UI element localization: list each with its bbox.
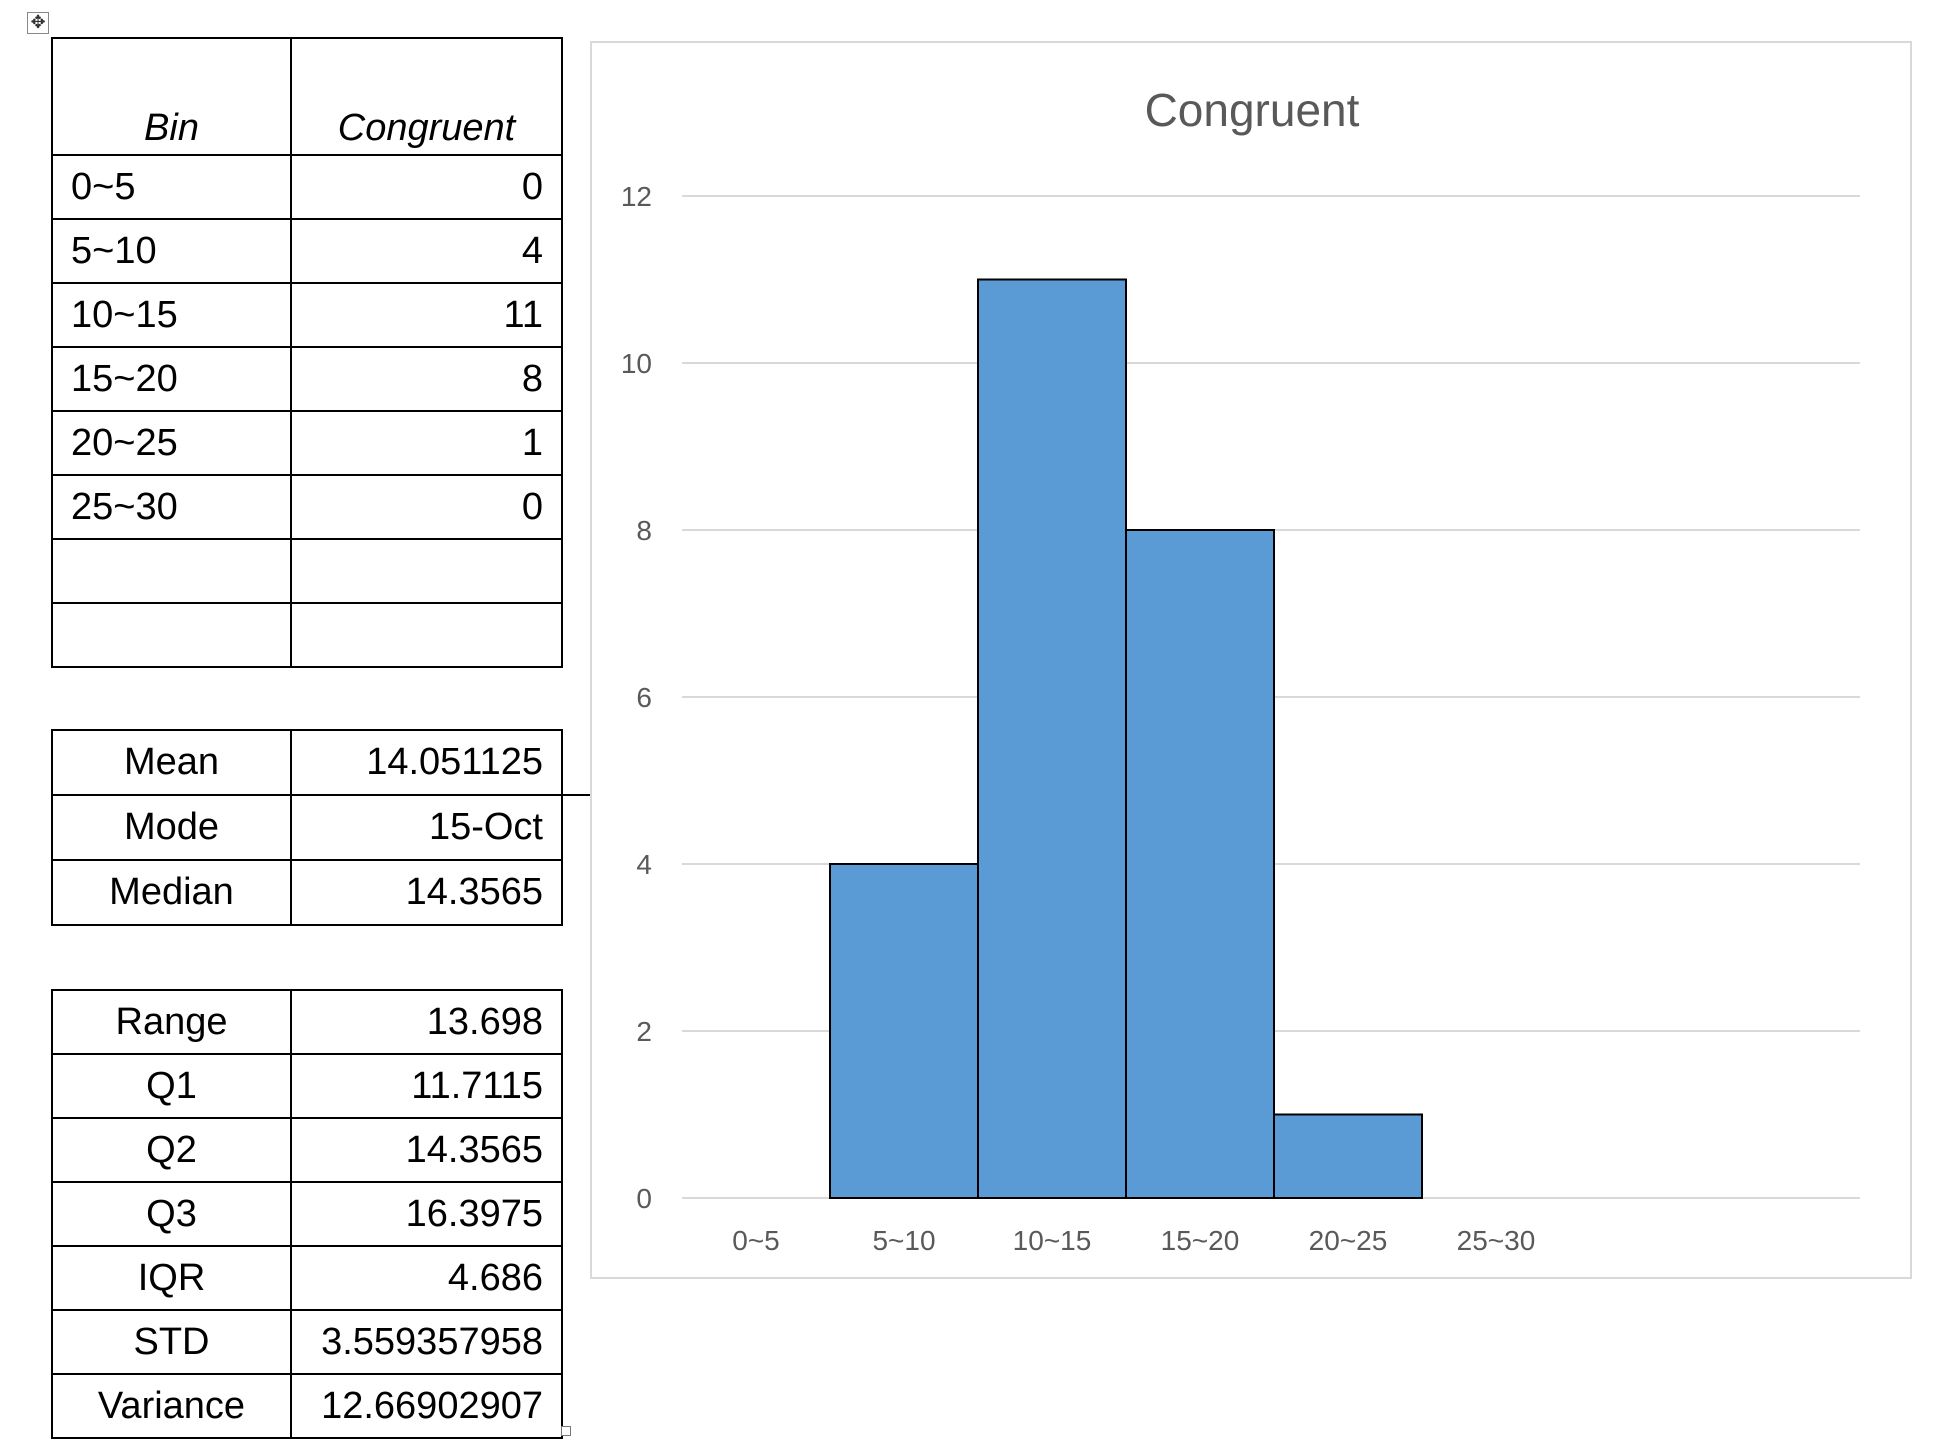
y-tick-label: 2 (636, 1016, 652, 1047)
empty-cell (290, 602, 563, 668)
x-tick-label: 15~20 (1161, 1225, 1240, 1256)
bin-cell: 10~15 (51, 282, 292, 348)
bin-cell: 0~5 (51, 154, 292, 220)
bin-cell: 25~30 (51, 474, 292, 540)
bin-cell: 5~10 (51, 218, 292, 284)
count-cell: 8 (290, 346, 563, 412)
spread-table: Range 13.698 Q1 11.7115 Q2 14.3565 Q3 16… (51, 989, 563, 1439)
table-row (51, 538, 563, 604)
chart-canvas: Congruent 0 2 4 6 8 10 12 0~5 5~10 10~15 15~20 20~… (621, 84, 1860, 1256)
x-tick-label: 0~5 (732, 1225, 780, 1256)
count-cell: 0 (290, 154, 563, 220)
histogram-bar[interactable] (1273, 1113, 1423, 1199)
histogram-chart[interactable]: Congruent 0 2 4 6 8 10 12 0~5 5~10 10~15 15~20 20~… (590, 41, 1912, 1279)
x-tick-label: 25~30 (1457, 1225, 1536, 1256)
bars (829, 278, 1423, 1199)
table-row (51, 602, 563, 668)
y-tick-label: 8 (636, 515, 652, 546)
stat-label: STD (51, 1309, 292, 1375)
table-row: Q2 14.3565 (51, 1117, 563, 1183)
bin-cell: 15~20 (51, 346, 292, 412)
table-row: 5~10 4 (51, 218, 563, 284)
table-row: Q1 11.7115 (51, 1053, 563, 1119)
table-row: 15~20 8 (51, 346, 563, 412)
y-tick-label: 6 (636, 682, 652, 713)
central-tendency-table: Mean 14.051125 Mode 15-Oct Median 14.356… (51, 729, 563, 926)
connector-line (561, 794, 591, 796)
table-row: 25~30 0 (51, 474, 563, 540)
stat-label: Range (51, 989, 292, 1055)
stat-value: 14.051125 (290, 729, 563, 796)
stat-label: Median (51, 859, 292, 926)
stat-value: 4.686 (290, 1245, 563, 1311)
y-tick-label: 4 (636, 849, 652, 880)
histogram-bar[interactable] (829, 863, 979, 1199)
stat-label: Q2 (51, 1117, 292, 1183)
stat-value: 3.559357958 (290, 1309, 563, 1375)
x-tick-label: 5~10 (872, 1225, 935, 1256)
histogram-bar[interactable] (1125, 529, 1275, 1199)
table-row: 0~5 0 (51, 154, 563, 220)
stat-label: IQR (51, 1245, 292, 1311)
y-tick-label: 10 (621, 348, 652, 379)
stat-value: 12.66902907 (290, 1373, 563, 1439)
x-tick-label: 20~25 (1309, 1225, 1388, 1256)
table-row: Variance 12.66902907 (51, 1373, 563, 1439)
table-row: STD 3.559357958 (51, 1309, 563, 1375)
table-row: 20~25 1 (51, 410, 563, 476)
stat-value: 16.3975 (290, 1181, 563, 1247)
table-header-row: Bin Congruent (51, 37, 563, 156)
empty-cell (290, 538, 563, 604)
x-axis-ticks: 0~5 5~10 10~15 15~20 20~25 25~30 (732, 1225, 1535, 1256)
table-row: Median 14.3565 (51, 859, 563, 926)
y-tick-label: 0 (636, 1183, 652, 1214)
table-resize-handle-icon[interactable] (561, 1426, 571, 1436)
stat-label: Mean (51, 729, 292, 796)
x-tick-label: 10~15 (1013, 1225, 1092, 1256)
stat-label: Q3 (51, 1181, 292, 1247)
table-row: Q3 16.3975 (51, 1181, 563, 1247)
header-congruent: Congruent (290, 37, 563, 156)
y-axis-ticks: 0 2 4 6 8 10 12 (621, 181, 652, 1214)
header-bin: Bin (51, 37, 292, 156)
chart-title: Congruent (1145, 84, 1360, 136)
stat-label: Mode (51, 794, 292, 861)
table-row: Range 13.698 (51, 989, 563, 1055)
count-cell: 0 (290, 474, 563, 540)
frequency-table: Bin Congruent 0~5 0 5~10 4 10~15 11 15~2… (51, 37, 563, 668)
stat-label: Q1 (51, 1053, 292, 1119)
count-cell: 11 (290, 282, 563, 348)
y-tick-label: 12 (621, 181, 652, 212)
histogram-bar[interactable] (977, 278, 1127, 1199)
stat-value: 13.698 (290, 989, 563, 1055)
table-row: Mean 14.051125 (51, 729, 563, 796)
empty-cell (51, 602, 292, 668)
count-cell: 1 (290, 410, 563, 476)
empty-cell (51, 538, 292, 604)
stat-value: 14.3565 (290, 859, 563, 926)
stat-value: 11.7115 (290, 1053, 563, 1119)
table-row: Mode 15-Oct (51, 794, 563, 861)
bin-cell: 20~25 (51, 410, 292, 476)
stat-value: 14.3565 (290, 1117, 563, 1183)
table-row: IQR 4.686 (51, 1245, 563, 1311)
table-row: 10~15 11 (51, 282, 563, 348)
stat-value: 15-Oct (290, 794, 563, 861)
table-move-handle-icon[interactable]: ✥ (27, 12, 49, 34)
count-cell: 4 (290, 218, 563, 284)
stat-label: Variance (51, 1373, 292, 1439)
